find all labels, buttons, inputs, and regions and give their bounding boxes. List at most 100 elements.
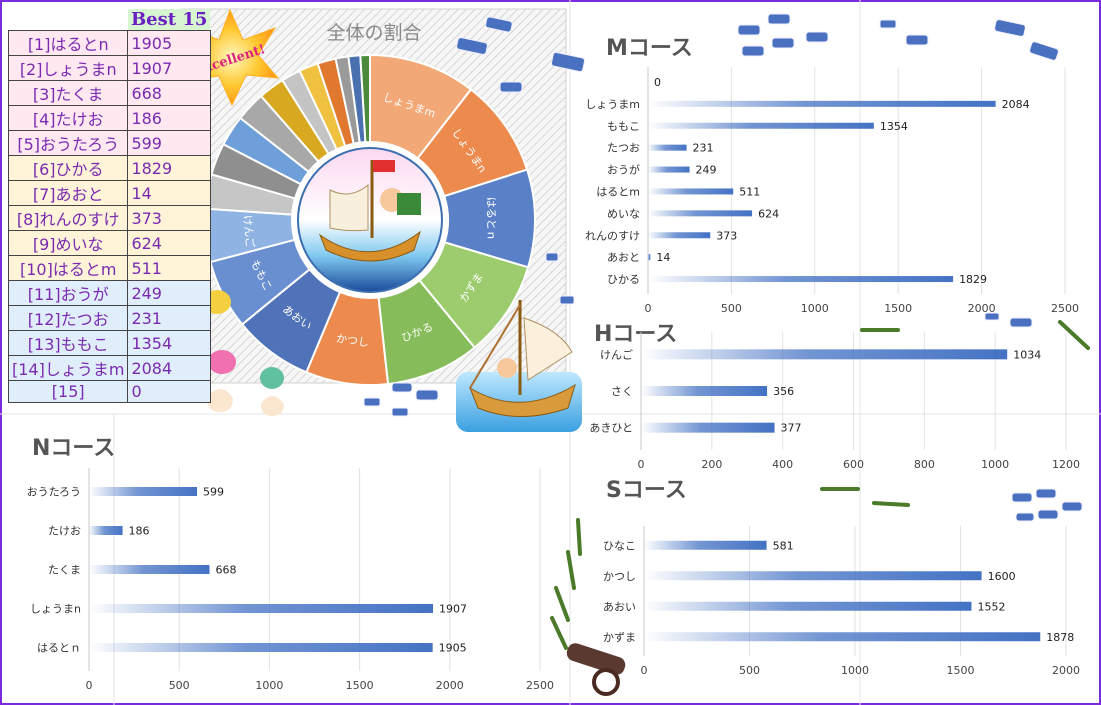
rocket-icon (550, 616, 568, 650)
ranking-score-cell[interactable]: 1354 (127, 330, 211, 356)
note-badge-icon (805, 31, 829, 43)
bar-value-label: 356 (773, 385, 794, 398)
cannon-barrel (566, 643, 626, 675)
ranking-name-cell[interactable]: [2]しょうまn (7, 55, 129, 81)
ranking-name-cell[interactable]: [14]しょうまm (7, 355, 129, 381)
ranking-row: [15] 0 (7, 380, 211, 403)
note-badge-icon (1011, 492, 1033, 503)
ranking-row: [7]あおと 14 (7, 180, 211, 206)
bar-value-label: 1878 (1046, 631, 1074, 644)
bar-value-label: 249 (696, 164, 717, 177)
ranking-row: [2]しょうまn 1907 (7, 55, 211, 81)
ranking-score-cell[interactable]: 1907 (127, 55, 211, 81)
ranking-score-cell[interactable]: 1829 (127, 155, 211, 181)
x-tick-label: 1500 (346, 679, 374, 692)
ranking-score-cell[interactable]: 668 (127, 80, 211, 106)
x-tick-label: 2000 (968, 302, 996, 315)
ranking-score-cell[interactable]: 624 (127, 230, 211, 256)
ranking-score-cell[interactable]: 249 (127, 280, 211, 306)
rocket-icon (872, 501, 910, 507)
bar-value-label: 1034 (1013, 348, 1041, 361)
ranking-score-cell[interactable]: 599 (127, 130, 211, 156)
ranking-name-cell[interactable]: [11]おうが (7, 280, 129, 306)
ranking-score-cell[interactable]: 231 (127, 305, 211, 331)
note-badge-icon (1037, 509, 1059, 520)
rocket-icon (566, 550, 576, 590)
ranking-name-cell[interactable]: [6]ひかる (7, 155, 129, 181)
h-course-bars: 0 200 400 600 800 1000 1200 けんご 1034 さく 356 あきひと 377 (589, 332, 1080, 471)
ranking-score-cell[interactable]: 14 (127, 180, 211, 206)
category-label: はるとｎ (37, 642, 81, 655)
note-badge-icon (994, 19, 1026, 37)
n-course-title: Nコース (32, 436, 115, 461)
ranking-score-cell[interactable]: 0 (127, 380, 211, 403)
ranking-name-cell[interactable]: [15] (7, 380, 129, 403)
category-label: ももこ (607, 120, 640, 133)
best-15-ranking-table: Best 15 [1]はるとn 1905 [2]しょうまn 1907 [3]たくま 668… (7, 9, 211, 403)
x-tick-label: 0 (86, 679, 93, 692)
m-course-bars: 0 500 1000 1500 2000 2500 0 しょうまm 2084 ももこ 1354 たつお… (585, 67, 1079, 315)
pie-slice-label: かつし (335, 332, 370, 350)
ranking-name-cell[interactable]: [3]たくま (7, 80, 129, 106)
note-badge-icon (415, 389, 439, 401)
note-badge-icon (545, 252, 559, 262)
bar (641, 422, 775, 433)
ranking-name-cell[interactable]: [13]ももこ (7, 330, 129, 356)
ranking-name-cell[interactable]: [4]たけお (7, 105, 129, 131)
bar-value-label: 1905 (439, 642, 467, 655)
x-tick-label: 500 (169, 679, 190, 692)
ranking-name-cell[interactable]: [9]めいな (7, 230, 129, 256)
ranking-score-cell[interactable]: 373 (127, 205, 211, 231)
x-tick-label: 800 (914, 458, 935, 471)
sailor-cargo (397, 193, 421, 215)
ranking-score-cell[interactable]: 2084 (127, 355, 211, 381)
note-badge-icon (1029, 41, 1059, 61)
ranking-name-cell[interactable]: [7]あおと (7, 180, 129, 206)
n-course-bars: 0 500 1000 1500 2000 2500 おうたろう 599 たけお 186 たくま 668… (27, 468, 554, 692)
ranking-name-cell[interactable]: [1]はるとn (7, 30, 129, 56)
ranking-score-cell[interactable]: 1905 (127, 30, 211, 56)
best-15-title: Best 15 (127, 9, 211, 31)
bar (89, 487, 198, 496)
category-label: あおと (607, 251, 640, 264)
pie-slice-label: はるとｎ (484, 197, 497, 241)
x-tick-label: 2000 (436, 679, 464, 692)
ranking-row: [8]れんのすけ 373 (7, 205, 211, 231)
note-badge-icon (767, 13, 791, 25)
ranking-name-cell[interactable]: [12]たつお (7, 305, 129, 331)
big-ship-hull (468, 383, 576, 417)
ranking-name-cell[interactable]: [8]れんのすけ (7, 205, 129, 231)
category-label: たけお (48, 525, 81, 538)
ranking-row: [10]はるとm 511 (7, 255, 211, 281)
h-course-title: Hコース (594, 322, 677, 347)
bar-value-label: 1552 (977, 600, 1005, 613)
ranking-name-cell[interactable]: [5]おうたろう (7, 130, 129, 156)
note-badge-icon (905, 34, 929, 46)
category-label: たくま (48, 564, 81, 577)
bar (89, 643, 433, 652)
s-course-title: Sコース (606, 478, 687, 503)
bar (648, 122, 874, 129)
bar (644, 632, 1041, 642)
bar-value-label: 668 (216, 564, 237, 577)
category-label: あきひと (589, 422, 633, 435)
s-course-chart: Sコース 0 500 1000 1500 2000 ひなこ 581 かつし 1600 あおい 155… (603, 478, 1080, 677)
x-tick-label: 0 (638, 458, 645, 471)
ranking-name-cell[interactable]: [10]はるとm (7, 255, 129, 281)
ship-flag (373, 160, 395, 172)
category-label: れんのすけ (585, 229, 640, 242)
note-badge-icon (1009, 317, 1033, 328)
note-badge-icon (1015, 512, 1035, 522)
bar (89, 565, 210, 574)
big-ship-rope (469, 304, 521, 389)
x-tick-label: 1500 (947, 664, 975, 677)
bar-value-label: 2084 (1002, 98, 1030, 111)
n-course-chart: Nコース 0 500 1000 1500 2000 2500 おうたろう 599 たけお 186 た… (27, 436, 554, 692)
mermaid-face (497, 358, 517, 378)
ranking-score-cell[interactable]: 186 (127, 105, 211, 131)
note-badge-icon (741, 45, 765, 57)
bar-value-label: 1829 (959, 273, 987, 286)
ranking-score-cell[interactable]: 511 (127, 255, 211, 281)
m-course-chart: Mコース 0 500 1000 1500 2000 2500 0 しょうまm 2084 ももこ 13… (585, 36, 1079, 315)
